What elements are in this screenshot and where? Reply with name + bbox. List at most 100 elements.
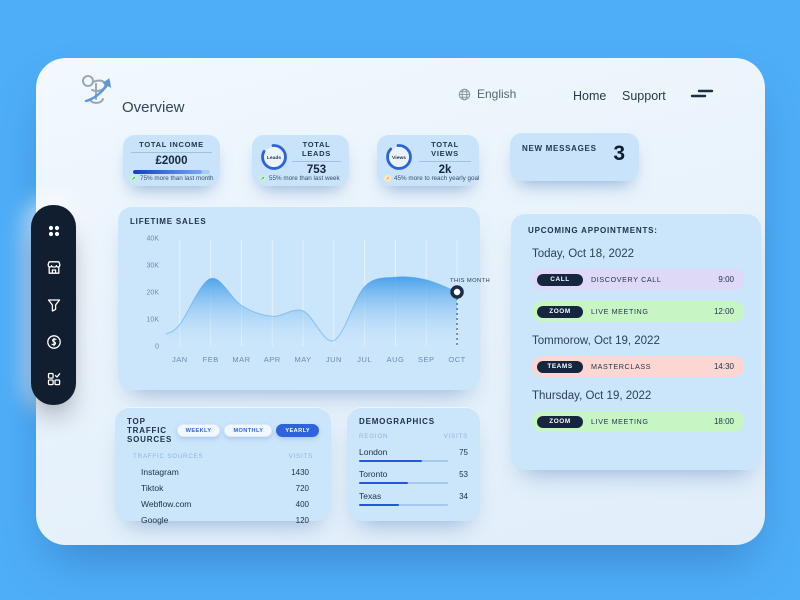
appointment-badge: TEAMS: [537, 360, 583, 373]
tasks-check-icon: [47, 372, 60, 386]
sales-line: [165, 276, 458, 342]
demographics-title: DEMOGRAPHICS: [359, 417, 435, 426]
x-tick-label: AUG: [387, 355, 405, 364]
svg-text:Views: Views: [392, 155, 406, 161]
appointment-badge: CALL: [537, 273, 583, 286]
y-tick-label: 10K: [147, 317, 160, 324]
stat-value-messages: 3: [613, 142, 625, 165]
stat-title-messages: NEW MESSAGES: [522, 144, 597, 153]
region-visits: 34: [459, 492, 468, 501]
region-bar-track: [359, 481, 449, 484]
traffic-source: Webflow.com: [141, 499, 192, 509]
traffic-source: Instagram: [141, 467, 179, 477]
traffic-table: Instagram 1430 Tiktok 720 Webflow.com 400 Goog…: [127, 464, 319, 528]
traffic-tab-weekly[interactable]: WEEKLY: [176, 424, 221, 437]
sidebar-item-filter[interactable]: [45, 296, 63, 314]
x-tick-label: OCT: [448, 355, 465, 364]
demographics-table-header: REGION VISITS: [359, 433, 468, 440]
appointment-date: Tommorow, Oct 19, 2022: [532, 335, 660, 347]
sidebar-item-finance[interactable]: [45, 333, 63, 351]
demographics-row: Texas 34: [359, 491, 468, 506]
x-tick-label: JUL: [357, 355, 372, 364]
sales-area: [166, 276, 458, 346]
table-row: Google 120: [127, 512, 319, 528]
appointment-time: 14:30: [713, 362, 734, 371]
x-tick-label: MAR: [232, 355, 250, 364]
region-bar-track: [359, 503, 449, 506]
appointment-label: DISCOVERY CALL: [591, 275, 662, 284]
demographics-table: London 75 Toronto 53 Texas 34: [359, 447, 468, 506]
stat-value-leads: 753: [306, 164, 327, 176]
appointment-time: 18:00: [713, 417, 734, 426]
lifetime-sales-card: LIFETIME SALES 0 10K 20K 30K 40K JAN FEB MAR APR…: [118, 206, 490, 390]
appointment-row[interactable]: ZOOM LIVE MEETING 12:00: [532, 301, 744, 322]
this-month-label: THIS MONTH: [450, 278, 490, 284]
y-tick-label: 20K: [147, 290, 160, 297]
appointment-badge: ZOOM: [537, 415, 583, 428]
sales-chart-svg: 0 10K 20K 30K 40K JAN FEB MAR APR MAY JUN JUL AUG SEP…: [147, 236, 490, 365]
traffic-sources-card: TOP TRAFFIC SOURCES WEEKLY MONTHLY YEARLY …: [115, 407, 331, 525]
trend-up-icon: ↗: [259, 175, 266, 182]
stat-card-views: Views TOTAL VIEWS 2k ↗ 45% more to reach…: [377, 134, 479, 186]
table-row: Webflow.com 400: [127, 496, 319, 512]
traffic-visits: 720: [295, 483, 309, 493]
region-name: London: [359, 447, 388, 457]
stat-card-messages: NEW MESSAGES 3: [510, 132, 639, 181]
x-tick-label: APR: [264, 355, 281, 364]
region-bar-fill: [359, 459, 422, 462]
traffic-source: Google: [141, 515, 169, 525]
app-logo: [76, 70, 120, 112]
sidebar-item-dashboard[interactable]: [45, 222, 63, 240]
appointment-label: LIVE MEETING: [591, 307, 649, 316]
y-tick-label: 0: [155, 344, 159, 351]
stat-value-views: 2k: [438, 164, 452, 176]
appointments-panel: UPCOMING APPOINTMENTS: Today, Oct 18, 20…: [511, 213, 761, 470]
appointment-row[interactable]: TEAMS MASTERCLASS 14:30: [532, 356, 744, 377]
table-row: Instagram 1430: [127, 464, 319, 480]
globe-icon: [458, 88, 471, 100]
x-tick-label: FEB: [203, 355, 219, 364]
y-tick-label: 30K: [147, 263, 160, 270]
language-label: English: [477, 87, 517, 101]
sidebar-item-tasks[interactable]: [45, 370, 63, 388]
table-row: Tiktok 720: [127, 480, 319, 496]
nav-support[interactable]: Support: [622, 89, 666, 103]
appointment-label: LIVE MEETING: [591, 417, 649, 426]
this-month-marker[interactable]: [450, 285, 464, 299]
demographics-row: London 75: [359, 447, 468, 462]
income-progress-fill: [133, 170, 203, 174]
leads-ring: Leads: [261, 144, 287, 170]
traffic-tab-monthly[interactable]: MONTHLY: [224, 424, 273, 437]
demographics-row: Toronto 53: [359, 469, 468, 484]
chart-title: LIFETIME SALES: [130, 217, 207, 226]
x-tick-label: JUN: [326, 355, 342, 364]
income-progress-track: [133, 170, 210, 174]
stat-title-views: TOTAL VIEWS: [419, 140, 471, 162]
views-ring: Views: [386, 144, 412, 170]
nav-home[interactable]: Home: [573, 89, 607, 103]
traffic-table-header: TRAFFIC SOURCES VISITS: [133, 453, 313, 460]
grid-dots-icon: [48, 225, 59, 237]
x-tick-label: SEP: [418, 355, 435, 364]
stat-card-income: TOTAL INCOME £2000 ↗ 75% more than last …: [123, 134, 220, 186]
stat-note-leads: ↗ 55% more than last week: [259, 175, 340, 182]
sidebar: [31, 205, 76, 405]
sidebar-item-store[interactable]: [45, 259, 63, 277]
menu-icon[interactable]: [690, 86, 714, 104]
trend-up-icon: ↗: [130, 175, 137, 182]
region-bar-fill: [359, 481, 409, 484]
appointment-row[interactable]: CALL DISCOVERY CALL 9:00: [532, 269, 744, 290]
traffic-range-tabs: WEEKLY MONTHLY YEARLY: [176, 424, 319, 437]
region-visits: 53: [459, 470, 468, 479]
appointment-date: Thursday, Oct 19, 2022: [532, 390, 652, 402]
sales-area-chart: 0 10K 20K 30K 40K JAN FEB MAR APR MAY JUN JUL AUG SEP…: [130, 228, 490, 380]
traffic-tab-yearly[interactable]: YEARLY: [276, 424, 319, 437]
dollar-circle-icon: [46, 335, 61, 349]
appointment-row[interactable]: ZOOM LIVE MEETING 18:00: [532, 411, 744, 432]
language-selector[interactable]: English: [458, 87, 516, 101]
traffic-visits: 120: [295, 515, 309, 525]
appointments-list: Today, Oct 18, 2022 CALL DISCOVERY CALL 9:0…: [528, 248, 744, 432]
appointments-title: UPCOMING APPOINTMENTS:: [528, 226, 658, 235]
appointment-time: 9:00: [718, 275, 734, 284]
